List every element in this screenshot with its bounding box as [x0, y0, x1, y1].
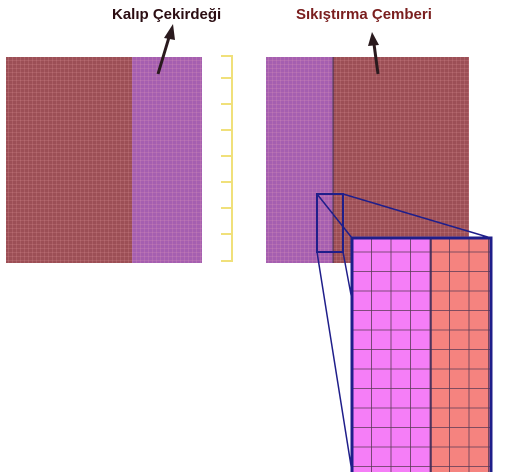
arrow-core — [156, 24, 175, 75]
zoom-source-box — [316, 193, 344, 253]
zoom-detail — [350, 236, 493, 472]
zoom-connectors — [316, 193, 492, 472]
die-core-label: Kalıp Çekirdeği — [112, 6, 222, 23]
compression-ring-label: Sıkıştırma Çemberi — [296, 6, 432, 23]
arrow-ring — [368, 32, 380, 75]
zoom-salmon-region — [431, 238, 491, 472]
symmetry-axis — [221, 55, 233, 262]
right-mesh-body — [266, 57, 469, 263]
zoom-pink-region — [352, 238, 431, 472]
left-mesh-body — [6, 57, 202, 263]
